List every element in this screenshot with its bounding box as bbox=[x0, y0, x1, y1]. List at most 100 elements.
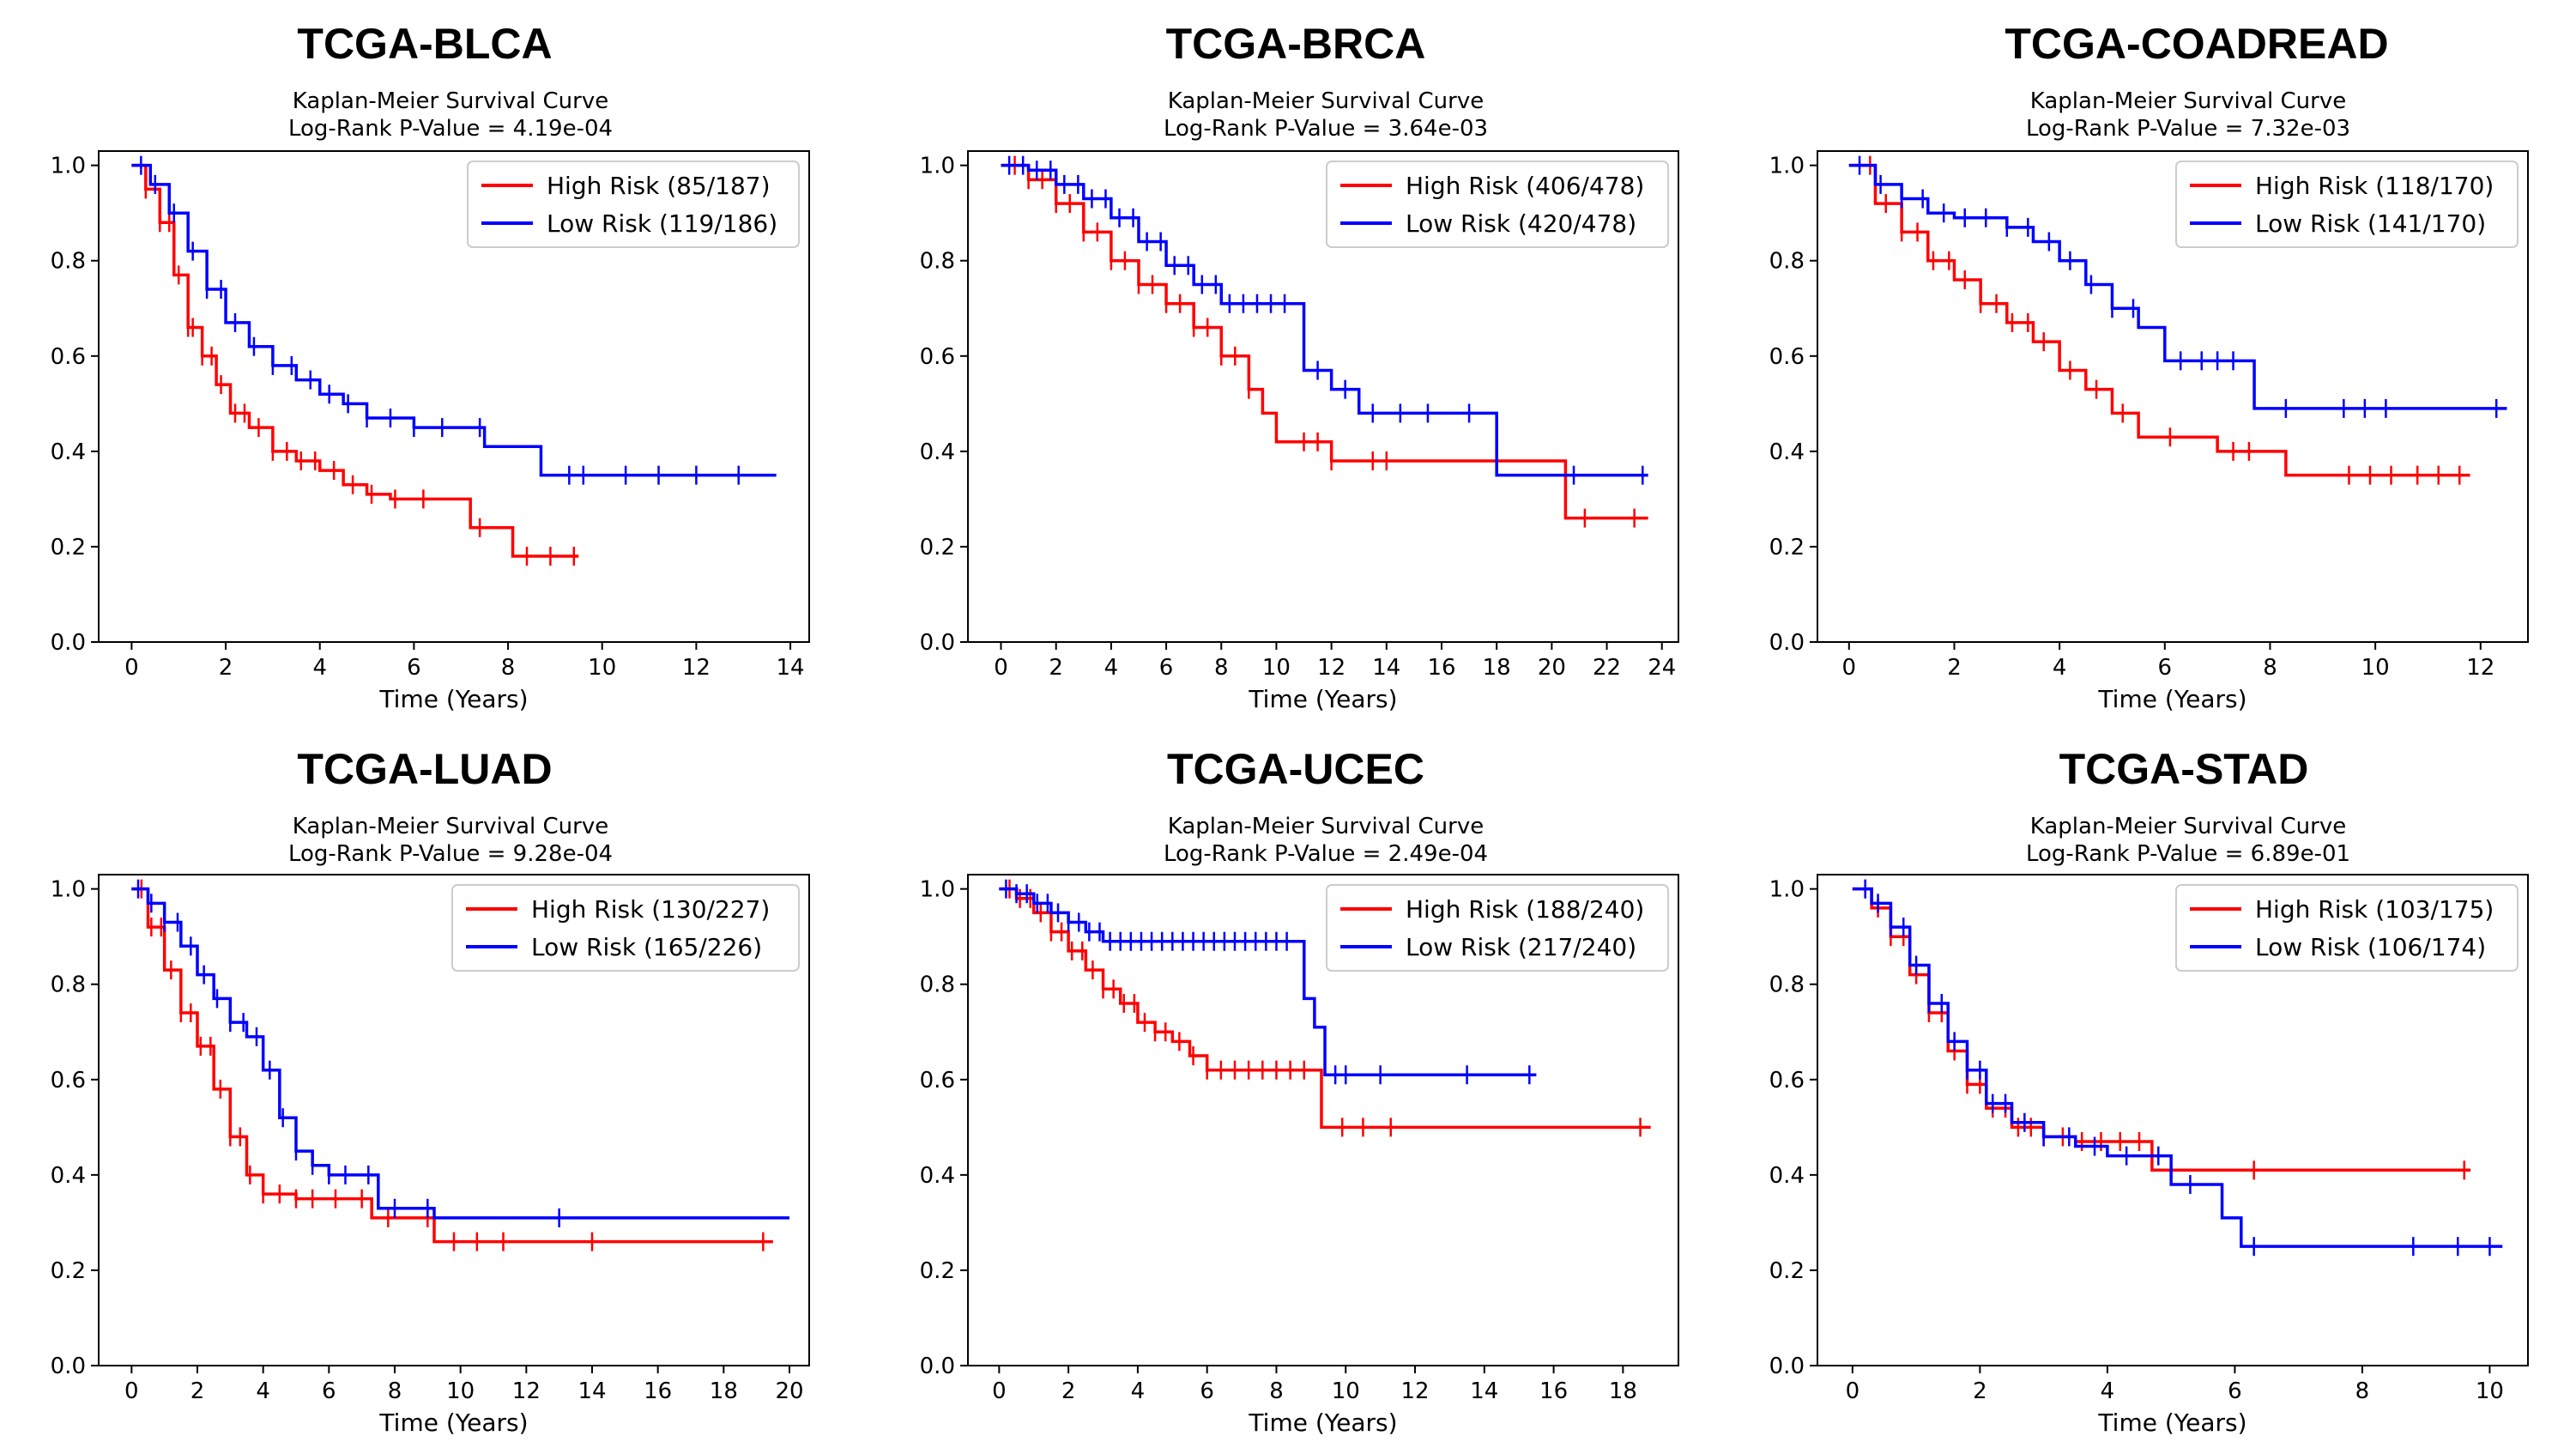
axes-frame bbox=[967, 150, 1679, 643]
km-chart-luad: TCGA-LUAD Kaplan-Meier Survival Curve Lo… bbox=[51, 745, 810, 1437]
high-risk-legend-label: High Risk (188/240) bbox=[1406, 895, 1644, 924]
km-chart-blca: TCGA-BLCA Kaplan-Meier Survival Curve Lo… bbox=[51, 20, 810, 713]
panel-subtitle: Kaplan-Meier Survival Curve bbox=[2030, 814, 2346, 839]
plot-area bbox=[131, 879, 789, 1251]
plot-area bbox=[1001, 155, 1648, 528]
x-tick-label: 2 bbox=[1973, 1378, 1987, 1404]
y-tick-label: 1.0 bbox=[1769, 154, 1805, 179]
x-tick-label: 4 bbox=[2053, 655, 2067, 681]
legend: High Risk (130/227) Low Risk (165/226) bbox=[451, 884, 800, 972]
panel-pvalue: Log-Rank P-Value = 3.64e-03 bbox=[1164, 116, 1488, 142]
y-tick-label: 0.6 bbox=[1769, 344, 1805, 370]
x-tick-label: 8 bbox=[2263, 655, 2277, 681]
y-tick-label: 0.8 bbox=[920, 972, 955, 998]
x-tick-label: 2 bbox=[1049, 655, 1063, 681]
panel-subtitle: Kaplan-Meier Survival Curve bbox=[293, 88, 608, 114]
x-tick-label: 20 bbox=[1538, 655, 1566, 681]
low-risk-legend-label: Low Risk (420/478) bbox=[1406, 209, 1636, 238]
plot-area bbox=[999, 879, 1651, 1137]
high-risk-legend-label: High Risk (118/170) bbox=[2255, 172, 2494, 200]
high-risk-survival-line bbox=[131, 163, 579, 558]
y-tick-label: 0.0 bbox=[51, 1354, 86, 1379]
y-tick-label: 0.2 bbox=[920, 1258, 955, 1284]
low-risk-legend-label: Low Risk (119/186) bbox=[547, 209, 777, 238]
km-panel-coadread: TCGA-COADREAD Kaplan-Meier Survival Curv… bbox=[1716, 0, 2574, 727]
x-tick-label: 4 bbox=[1104, 655, 1119, 681]
x-tick-label: 6 bbox=[1200, 1378, 1214, 1404]
km-chart-coadread: TCGA-COADREAD Kaplan-Meier Survival Curv… bbox=[1769, 20, 2529, 713]
x-tick-label: 0 bbox=[1842, 655, 1857, 681]
panel-title: TCGA-BLCA bbox=[297, 20, 552, 68]
y-tick-label: 0.6 bbox=[1769, 1068, 1805, 1094]
x-tick-label: 4 bbox=[2101, 1378, 2115, 1404]
low-risk-legend-label: Low Risk (165/226) bbox=[531, 933, 762, 961]
axes-frame bbox=[1817, 874, 2529, 1366]
y-tick-label: 0.8 bbox=[51, 972, 86, 998]
legend-box bbox=[2175, 884, 2519, 972]
high-risk-survival-line bbox=[1848, 163, 2470, 477]
y-tick-label: 1.0 bbox=[1769, 877, 1805, 903]
y-tick-label: 1.0 bbox=[920, 154, 955, 179]
km-chart-brca: TCGA-BRCA Kaplan-Meier Survival Curve Lo… bbox=[920, 20, 1679, 713]
panel-subtitle: Kaplan-Meier Survival Curve bbox=[1168, 814, 1484, 839]
panel-pvalue: Log-Rank P-Value = 7.32e-03 bbox=[2026, 116, 2350, 142]
high-risk-legend-label: High Risk (85/187) bbox=[547, 172, 771, 200]
x-tick-label: 0 bbox=[124, 1378, 139, 1404]
km-panel-ucec: TCGA-UCEC Kaplan-Meier Survival Curve Lo… bbox=[858, 727, 1716, 1454]
x-tick-label: 6 bbox=[322, 1378, 336, 1404]
y-tick-label: 0.4 bbox=[51, 439, 86, 465]
y-tick-label: 0.4 bbox=[920, 1163, 955, 1189]
low-risk-legend-label: Low Risk (141/170) bbox=[2255, 209, 2486, 238]
x-tick-label: 18 bbox=[710, 1378, 738, 1404]
x-axis-label: Time (Years) bbox=[1248, 685, 1397, 713]
x-tick-label: 0 bbox=[992, 1378, 1007, 1404]
panel-pvalue: Log-Rank P-Value = 6.89e-01 bbox=[2026, 841, 2350, 867]
y-tick-label: 0.6 bbox=[920, 1068, 955, 1094]
x-tick-label: 10 bbox=[1262, 655, 1291, 681]
x-tick-label: 6 bbox=[1159, 655, 1174, 681]
x-tick-label: 12 bbox=[1317, 655, 1345, 681]
y-tick-label: 0.4 bbox=[920, 439, 955, 465]
x-axis-label: Time (Years) bbox=[1248, 1409, 1397, 1437]
x-tick-label: 8 bbox=[388, 1378, 402, 1404]
km-panel-luad: TCGA-LUAD Kaplan-Meier Survival Curve Lo… bbox=[0, 727, 858, 1454]
y-tick-label: 1.0 bbox=[51, 877, 86, 903]
y-tick-label: 0.4 bbox=[1769, 1163, 1805, 1189]
low-risk-survival-line bbox=[999, 887, 1537, 1076]
legend: High Risk (406/478) Low Risk (420/478) bbox=[1326, 161, 1669, 248]
x-tick-label: 10 bbox=[2476, 1378, 2504, 1404]
x-tick-label: 12 bbox=[682, 655, 711, 681]
plot-area bbox=[1848, 155, 2507, 485]
legend: High Risk (118/170) Low Risk (141/170) bbox=[2175, 161, 2519, 248]
axes-frame bbox=[1817, 150, 2529, 643]
axes-frame bbox=[98, 874, 810, 1366]
panel-title: TCGA-STAD bbox=[2059, 745, 2309, 793]
x-tick-label: 10 bbox=[446, 1378, 475, 1404]
y-tick-label: 0.0 bbox=[1769, 1354, 1805, 1379]
legend-box bbox=[1326, 884, 1669, 972]
x-tick-label: 14 bbox=[1470, 1378, 1498, 1404]
panel-title: TCGA-BRCA bbox=[1166, 20, 1426, 68]
x-axis-label: Time (Years) bbox=[2097, 1409, 2246, 1437]
y-tick-label: 0.4 bbox=[51, 1163, 86, 1189]
y-tick-label: 0.0 bbox=[51, 630, 86, 656]
axes-frame bbox=[967, 874, 1679, 1366]
high-risk-survival-line bbox=[999, 887, 1651, 1130]
y-tick-label: 0.2 bbox=[51, 535, 86, 560]
legend-box bbox=[451, 884, 800, 972]
x-tick-label: 8 bbox=[1214, 655, 1229, 681]
x-tick-label: 8 bbox=[2355, 1378, 2370, 1404]
y-tick-label: 1.0 bbox=[920, 877, 955, 903]
y-tick-label: 0.0 bbox=[920, 630, 955, 656]
x-tick-label: 18 bbox=[1609, 1378, 1637, 1404]
legend-box bbox=[2175, 161, 2519, 248]
panel-pvalue: Log-Rank P-Value = 4.19e-04 bbox=[288, 116, 613, 142]
x-tick-label: 6 bbox=[2228, 1378, 2242, 1404]
x-tick-label: 2 bbox=[219, 655, 233, 681]
x-tick-label: 12 bbox=[512, 1378, 541, 1404]
x-tick-label: 4 bbox=[312, 655, 327, 681]
x-tick-label: 22 bbox=[1593, 655, 1621, 681]
panel-pvalue: Log-Rank P-Value = 2.49e-04 bbox=[1164, 841, 1488, 867]
low-risk-survival-line bbox=[1848, 163, 2507, 410]
panel-pvalue: Log-Rank P-Value = 9.28e-04 bbox=[288, 841, 613, 867]
